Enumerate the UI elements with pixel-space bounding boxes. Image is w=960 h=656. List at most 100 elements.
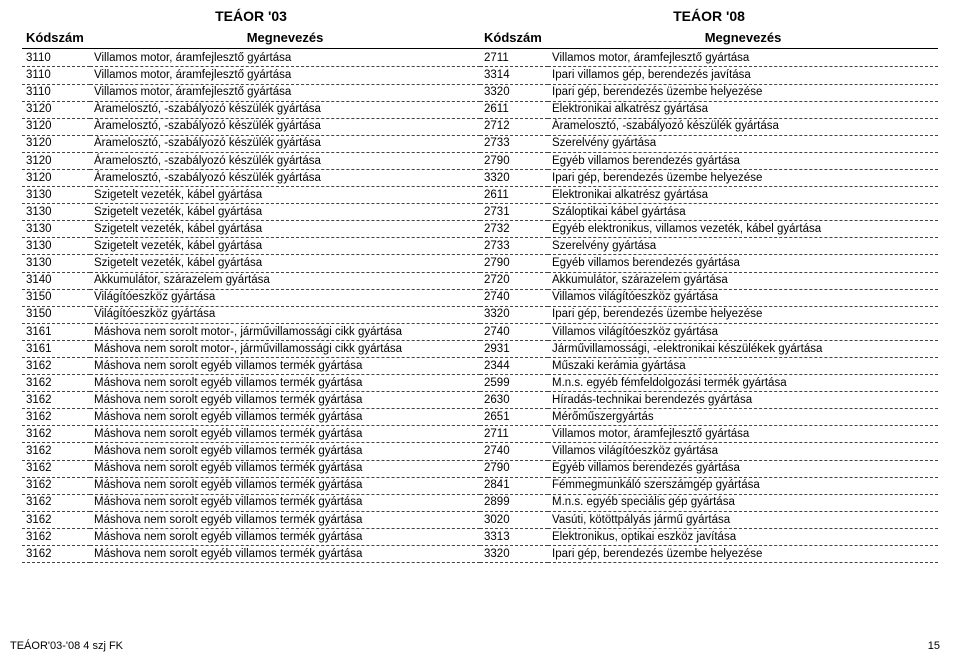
table-row: 3162Máshova nem sorolt egyéb villamos te…	[22, 443, 938, 460]
table-row: 3162Máshova nem sorolt egyéb villamos te…	[22, 426, 938, 443]
footer-left: TEÁOR'03-'08 4 szj FK	[10, 640, 123, 652]
table-row: 3150Világítóeszköz gyártása2740Villamos …	[22, 289, 938, 306]
cell-name: Ipari villamos gép, berendezés javítása	[548, 67, 938, 84]
cell-code: 3162	[22, 358, 90, 375]
cell-code: 2740	[480, 323, 548, 340]
mapping-table: TEÁOR '03 TEÁOR '08 Kódszám Megnevezés K…	[22, 6, 938, 563]
cell-name: Világítóeszköz gyártása	[90, 306, 480, 323]
cell-name: Fémmegmunkáló szerszámgép gyártása	[548, 477, 938, 494]
table-row: 3162Máshova nem sorolt egyéb villamos te…	[22, 477, 938, 494]
cell-name: Szerelvény gyártása	[548, 135, 938, 152]
cell-code: 3150	[22, 306, 90, 323]
cell-code: 3320	[480, 84, 548, 101]
cell-name: Villamos motor, áramfejlesztő gyártása	[548, 49, 938, 67]
cell-code: 3130	[22, 255, 90, 272]
cell-code: 3120	[22, 118, 90, 135]
cell-code: 3020	[480, 511, 548, 528]
cell-code: 3130	[22, 221, 90, 238]
cell-name: Máshova nem sorolt egyéb villamos termék…	[90, 375, 480, 392]
table-row: 3162Máshova nem sorolt egyéb villamos te…	[22, 392, 938, 409]
cell-code: 2711	[480, 426, 548, 443]
table-row: 3162Máshova nem sorolt egyéb villamos te…	[22, 358, 938, 375]
cell-name: Áramelosztó, -szabályozó készülék gyártá…	[90, 152, 480, 169]
cell-name: M.n.s. egyéb speciális gép gyártása	[548, 494, 938, 511]
cell-code: 3320	[480, 546, 548, 563]
cell-name: Vasúti, kötöttpályás jármű gyártása	[548, 511, 938, 528]
table-row: 3110Villamos motor, áramfejlesztő gyártá…	[22, 84, 938, 101]
table-row: 3162Máshova nem sorolt egyéb villamos te…	[22, 375, 938, 392]
cell-code: 3162	[22, 477, 90, 494]
cell-code: 3162	[22, 511, 90, 528]
cell-name: Világítóeszköz gyártása	[90, 289, 480, 306]
table-row: 3120Áramelosztó, -szabályozó készülék gy…	[22, 169, 938, 186]
cell-code: 2344	[480, 358, 548, 375]
cell-code: 3162	[22, 392, 90, 409]
page-footer: TEÁOR'03-'08 4 szj FK 15	[10, 640, 940, 652]
cell-name: Máshova nem sorolt egyéb villamos termék…	[90, 546, 480, 563]
cell-name: Villamos világítóeszköz gyártása	[548, 323, 938, 340]
cell-name: Máshova nem sorolt egyéb villamos termék…	[90, 494, 480, 511]
cell-name: Járművillamossági, -elektronikai készülé…	[548, 340, 938, 357]
table-row: 3130Szigetelt vezeték, kábel gyártása261…	[22, 187, 938, 204]
cell-code: 2611	[480, 101, 548, 118]
cell-code: 2790	[480, 460, 548, 477]
cell-name: Műszaki kerámia gyártása	[548, 358, 938, 375]
cell-name: Ipari gép, berendezés üzembe helyezése	[548, 84, 938, 101]
table-row: 3162Máshova nem sorolt egyéb villamos te…	[22, 494, 938, 511]
cell-name: Szigetelt vezeték, kábel gyártása	[90, 255, 480, 272]
table-row: 3120Áramelosztó, -szabályozó készülék gy…	[22, 118, 938, 135]
table-row: 3150Világítóeszköz gyártása3320Ipari gép…	[22, 306, 938, 323]
cell-code: 3161	[22, 340, 90, 357]
cell-code: 2733	[480, 238, 548, 255]
cell-name: Villamos világítóeszköz gyártása	[548, 289, 938, 306]
cell-name: Máshova nem sorolt egyéb villamos termék…	[90, 477, 480, 494]
cell-code: 3130	[22, 238, 90, 255]
cell-code: 3162	[22, 443, 90, 460]
cell-code: 3313	[480, 528, 548, 545]
cell-code: 3120	[22, 152, 90, 169]
cell-code: 3130	[22, 204, 90, 221]
cell-code: 2733	[480, 135, 548, 152]
cell-code: 3120	[22, 101, 90, 118]
table-row: 3161Máshova nem sorolt motor-, járművill…	[22, 323, 938, 340]
cell-code: 3110	[22, 49, 90, 67]
cell-name: Villamos motor, áramfejlesztő gyártása	[90, 67, 480, 84]
cell-name: Máshova nem sorolt egyéb villamos termék…	[90, 392, 480, 409]
cell-code: 3120	[22, 169, 90, 186]
cell-code: 2630	[480, 392, 548, 409]
cell-name: Máshova nem sorolt motor-, járművillamos…	[90, 323, 480, 340]
table-row: 3162Máshova nem sorolt egyéb villamos te…	[22, 409, 938, 426]
cell-code: 3314	[480, 67, 548, 84]
cell-name: Máshova nem sorolt egyéb villamos termék…	[90, 511, 480, 528]
table-row: 3162Máshova nem sorolt egyéb villamos te…	[22, 528, 938, 545]
cell-name: Egyéb villamos berendezés gyártása	[548, 152, 938, 169]
table-row: 3130Szigetelt vezeték, kábel gyártása273…	[22, 221, 938, 238]
cell-code: 2611	[480, 187, 548, 204]
table-row: 3162Máshova nem sorolt egyéb villamos te…	[22, 546, 938, 563]
table-row: 3162Máshova nem sorolt egyéb villamos te…	[22, 460, 938, 477]
col-name-08: Megnevezés	[548, 28, 938, 49]
cell-code: 2899	[480, 494, 548, 511]
col-code-08: Kódszám	[480, 28, 548, 49]
table-row: 3120Áramelosztó, -szabályozó készülék gy…	[22, 101, 938, 118]
cell-name: Áramelosztó, -szabályozó készülék gyártá…	[90, 101, 480, 118]
cell-name: Máshova nem sorolt egyéb villamos termék…	[90, 358, 480, 375]
cell-name: Áramelosztó, -szabályozó készülék gyártá…	[90, 135, 480, 152]
table-row: 3120Áramelosztó, -szabályozó készülék gy…	[22, 135, 938, 152]
cell-code: 2790	[480, 255, 548, 272]
cell-name: Egyéb elektronikus, villamos vezeték, ká…	[548, 221, 938, 238]
cell-code: 3320	[480, 169, 548, 186]
table-row: 3110Villamos motor, áramfejlesztő gyártá…	[22, 67, 938, 84]
cell-name: Áramelosztó, -szabályozó készülék gyártá…	[90, 169, 480, 186]
cell-name: Máshova nem sorolt motor-, járművillamos…	[90, 340, 480, 357]
header-group-right: TEÁOR '08	[480, 6, 938, 28]
cell-name: Ipari gép, berendezés üzembe helyezése	[548, 306, 938, 323]
cell-code: 3162	[22, 546, 90, 563]
cell-code: 2732	[480, 221, 548, 238]
cell-code: 2599	[480, 375, 548, 392]
cell-name: Máshova nem sorolt egyéb villamos termék…	[90, 443, 480, 460]
cell-name: Akkumulátor, szárazelem gyártása	[548, 272, 938, 289]
cell-code: 3110	[22, 67, 90, 84]
cell-code: 3162	[22, 528, 90, 545]
cell-code: 3162	[22, 494, 90, 511]
